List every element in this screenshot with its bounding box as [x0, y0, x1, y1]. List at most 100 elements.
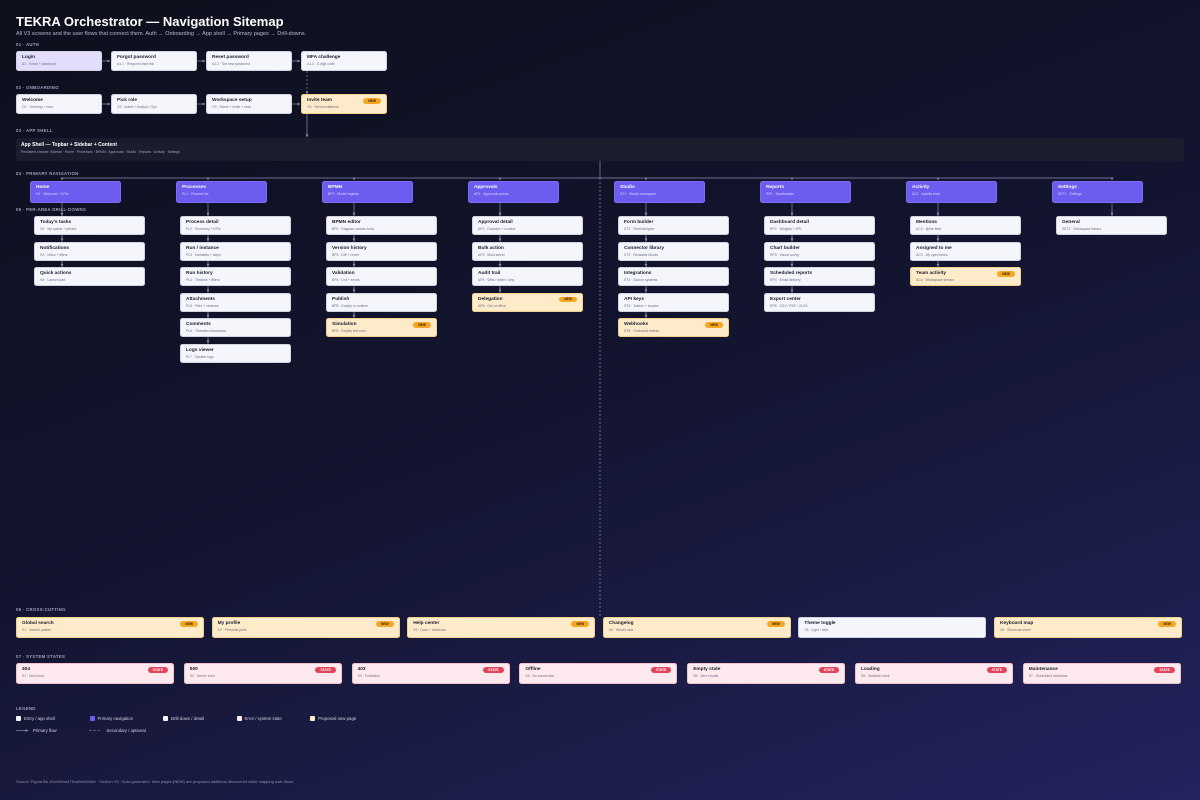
node-title: 500 [189, 667, 198, 672]
node-title: Home [36, 185, 50, 190]
node-subtitle: H1 · Welcome + KPIs [36, 192, 69, 196]
screen-node: Team activity AC4 · Workspace stream NEW [910, 267, 1021, 286]
node-title: Quick actions [40, 271, 72, 276]
node-subtitle: AC1 · Activity feed [912, 192, 940, 196]
node-subtitle: X3 · Docs + shortcuts [413, 628, 446, 632]
screen-node: My profile X2 · Personal prefs NEW [211, 617, 400, 638]
node-subtitle: X1 · Search palette [22, 628, 52, 632]
legend-flow-label: Primary flow [33, 728, 57, 733]
node-subtitle: X6 · Shortcuts sheet [1000, 628, 1031, 632]
node-title: MFA challenge [307, 55, 341, 60]
node-badge: STATE [818, 667, 840, 673]
node-subtitle: H3 · Inbox + filters [40, 252, 68, 257]
screen-node: Form builder ST2 · Field designer [618, 216, 729, 235]
page-subtitle: All V3 screens and the user flows that c… [16, 31, 307, 37]
legend-label: Entry / app shell [24, 716, 55, 721]
node-subtitle: BP1 · Model registry [328, 192, 359, 196]
node-title: Approvals [474, 185, 498, 190]
node-badge: STATE [986, 667, 1007, 673]
node-subtitle: SET2 · Workspace basics [1062, 227, 1101, 231]
section-label: 01 · AUTH [16, 42, 40, 47]
node-title: Comments [186, 322, 211, 327]
node-badge: NEW [997, 271, 1015, 277]
node-title: Logs viewer [186, 347, 214, 353]
screen-node: Loading S6 · Skeleton shell STATE [855, 663, 1013, 684]
node-subtitle: PL4 · Timeline + filters [186, 278, 220, 282]
node-subtitle: AP4 · Who / when / why [478, 278, 515, 282]
screen-node: Delegation AP5 · Out of office NEW [472, 292, 583, 312]
node-title: Login [22, 55, 36, 60]
screen-node: Keyboard map X6 · Shortcuts sheet NEW [994, 617, 1182, 638]
screen-node: Version history BP3 · Diff + revert [326, 241, 437, 261]
screen-node: Export center RP5 · CSV / PDF / XLSX [764, 292, 875, 312]
screen-node: Help center X3 · Docs + shortcuts NEW [407, 617, 596, 638]
screen-node: Assigned to me AC3 · My open items [910, 241, 1021, 261]
screen-node: Activity AC1 · Activity feed [906, 181, 997, 203]
node-title: Processes [182, 185, 207, 190]
screen-node: Dashboard detail RP2 · Widgets + KPI [764, 216, 875, 235]
node-badge: NEW [705, 322, 723, 328]
screen-node: Workspace setup O3 · Name + invite + seat [206, 94, 292, 114]
screen-node: Attachments PL5 · Files + versions [180, 292, 291, 312]
screen-node: Reset password A1.2 · Set new password [206, 51, 292, 71]
node-subtitle: BP4 · Lint + errors [332, 278, 360, 282]
node-title: Delegation [478, 296, 503, 302]
node-subtitle: RP5 · CSV / PDF / XLSX [770, 303, 808, 308]
legend-label: Error / system state [244, 716, 282, 721]
node-title: Run history [186, 271, 213, 276]
screen-node: Offline S4 · No connection STATE [519, 663, 678, 684]
node-title: Activity [912, 185, 930, 190]
screen-node: BPMN editor BP2 · Diagram canvas tools [326, 216, 437, 235]
node-title: Mentions [916, 220, 938, 225]
screen-node: Global search X1 · Search palette NEW [16, 617, 204, 638]
screen-node: Home H1 · Welcome + KPIs [30, 181, 121, 203]
legend-swatch [310, 716, 315, 721]
screen-node: Comments PL6 · Threaded discussion [180, 318, 291, 337]
node-subtitle: S4 · No connection [525, 674, 555, 678]
screen-node: Today's tasks H2 · My queue + pinned [34, 216, 145, 235]
screen-node: Logs viewer PL7 · System logs [180, 343, 291, 363]
section-label: 03 · APP SHELL [16, 128, 53, 133]
node-title: API keys [624, 296, 645, 302]
section-label: 04 · PRIMARY NAVIGATION [16, 171, 79, 176]
node-subtitle: RP1 · Dashboards [766, 192, 794, 196]
node-badge: STATE [315, 667, 336, 673]
screen-node: BPMN BP1 · Model registry [322, 181, 413, 203]
node-title: Approval detail [478, 220, 513, 225]
node-title: Offline [525, 667, 541, 672]
node-badge: STATE [147, 667, 168, 673]
node-title: Scheduled reports [770, 271, 813, 276]
node-subtitle: AP2 · Decision + context [478, 227, 516, 231]
screen-node: Settings SET1 · Settings [1052, 181, 1143, 203]
node-subtitle: BP5 · Deploy to runtime [332, 303, 368, 308]
node-badge: NEW [559, 296, 577, 303]
node-title: Changelog [608, 621, 634, 626]
node-subtitle: AP5 · Out of office [478, 303, 506, 308]
node-subtitle: X2 · Personal prefs [217, 628, 247, 632]
screen-node: Welcome O1 · Greeting + intro [16, 94, 102, 114]
screen-node: API keys ST5 · Tokens + scopes [618, 292, 729, 312]
node-subtitle: O2 · Admin / Analyst / Ops [117, 105, 157, 109]
node-title: Theme toggle [804, 621, 836, 626]
node-title: Publish [332, 296, 350, 302]
screen-node: Processes PL1 · Process list [176, 181, 267, 203]
screen-node: Run history PL4 · Timeline + filters [180, 267, 291, 286]
node-subtitle: ST1 · Studio workspace [620, 192, 656, 196]
screen-node: Audit trail AP4 · Who / when / why [472, 267, 583, 286]
node-title: Settings [1058, 185, 1077, 190]
node-subtitle: PL6 · Threaded discussion [186, 329, 227, 333]
screen-node: Reports RP1 · Dashboards [760, 181, 851, 203]
legend-swatch [236, 716, 242, 721]
node-title: Assigned to me [916, 245, 952, 251]
screen-node: Simulation BP6 · Replay test runs NEW [326, 318, 437, 337]
node-title: My profile [217, 621, 241, 626]
node-title: Dashboard detail [770, 220, 809, 225]
node-badge: NEW [413, 322, 431, 328]
node-subtitle: O4 · Send invitations [307, 105, 339, 109]
node-subtitle: S7 · Scheduled downtime [1028, 674, 1068, 678]
node-title: Integrations [624, 271, 652, 276]
legend-label: Proposed new page [318, 716, 357, 721]
node-badge: STATE [483, 667, 504, 673]
screen-node: Approval detail AP2 · Decision + context [472, 216, 583, 235]
